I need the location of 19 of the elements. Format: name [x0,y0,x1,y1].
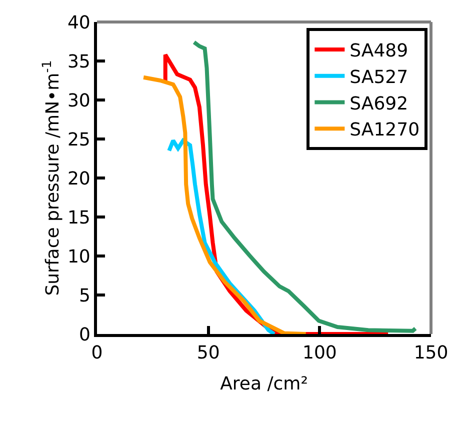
line-series [192,40,418,333]
x-tick-label: 50 [196,342,220,364]
legend-label: SA1270 [350,120,420,141]
y-tick-label: 15 [67,207,90,228]
y-tick-label: 10 [67,246,90,268]
x-tick-label: 150 [414,342,448,364]
legend-label: SA692 [350,93,408,114]
y-tick-label: 5 [78,285,90,306]
x-tick-label: 100 [302,342,337,364]
legend-label: SA489 [350,40,408,62]
legend-label: SA527 [350,66,408,88]
y-tick-label: 0 [78,324,90,346]
y-tick-label: 20 [67,168,90,190]
x-axis-title: Area /cm² [220,374,308,395]
line-series [142,75,308,334]
y-tick-label: 40 [67,12,90,34]
y-tick-label: 30 [67,90,90,112]
y-tick-label: 35 [67,51,90,72]
y-tick-label: 25 [67,129,90,150]
